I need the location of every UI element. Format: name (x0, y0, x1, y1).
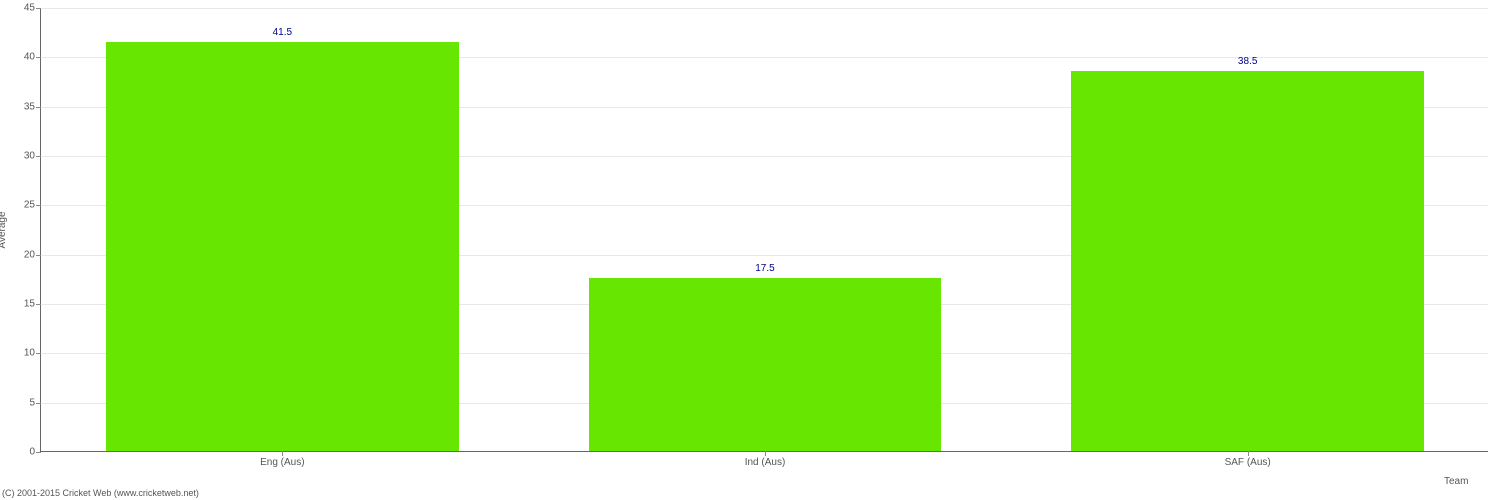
copyright-text: (C) 2001-2015 Cricket Web (www.cricketwe… (2, 488, 199, 498)
bar: 17.5 (589, 278, 941, 451)
y-axis-title: Average (0, 211, 8, 248)
y-tick-label: 5 (29, 397, 41, 408)
grid-line (41, 8, 1488, 9)
y-tick-label: 35 (24, 101, 41, 112)
chart-container: 05101520253035404541.5Eng (Aus)17.5Ind (… (0, 0, 1500, 500)
plot-area: 05101520253035404541.5Eng (Aus)17.5Ind (… (40, 8, 1488, 452)
y-tick-label: 25 (24, 200, 41, 211)
x-axis-title: Team (1444, 476, 1468, 487)
bar: 38.5 (1071, 71, 1423, 451)
x-tick-label: Ind (Aus) (745, 451, 786, 468)
y-tick-label: 30 (24, 151, 41, 162)
y-tick-label: 45 (24, 3, 41, 14)
y-tick-label: 0 (29, 447, 41, 458)
x-tick-label: Eng (Aus) (260, 451, 304, 468)
bar-value-label: 38.5 (1238, 56, 1257, 71)
bar-value-label: 17.5 (755, 263, 774, 278)
bar: 41.5 (106, 42, 458, 451)
y-tick-label: 10 (24, 348, 41, 359)
y-tick-label: 40 (24, 52, 41, 63)
x-tick-label: SAF (Aus) (1225, 451, 1271, 468)
bar-value-label: 41.5 (273, 27, 292, 42)
y-tick-label: 20 (24, 249, 41, 260)
y-tick-label: 15 (24, 299, 41, 310)
